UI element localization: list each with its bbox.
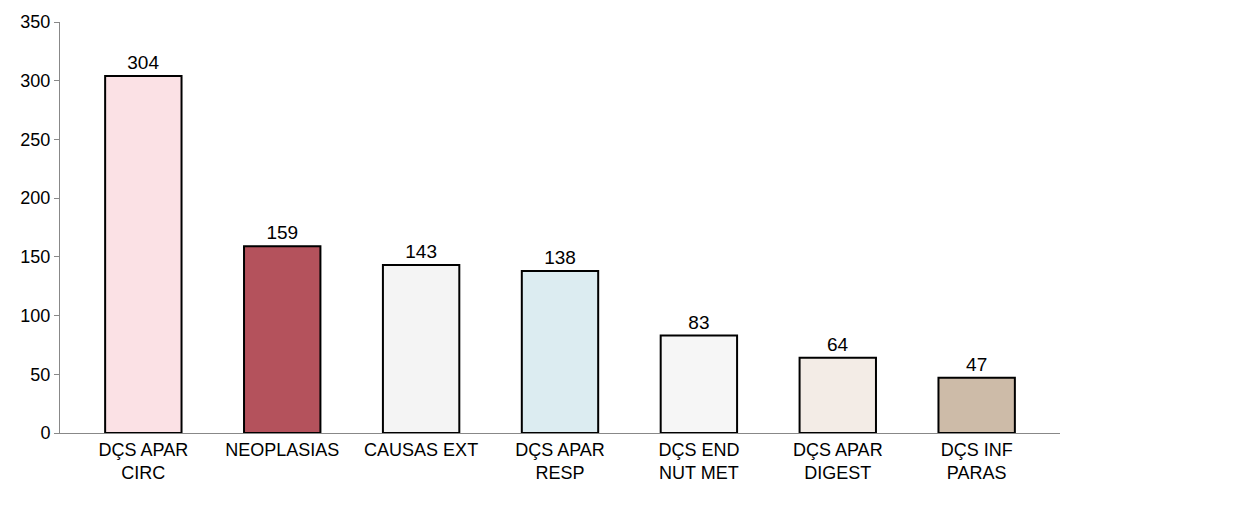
svg-text:159: 159 [266, 222, 298, 243]
svg-text:NEOPLASIAS: NEOPLASIAS [225, 440, 339, 460]
svg-text:64: 64 [827, 334, 849, 355]
svg-text:250: 250 [20, 130, 50, 150]
svg-text:DÇS APARCIRC: DÇS APARCIRC [98, 440, 188, 483]
svg-text:83: 83 [688, 312, 709, 333]
svg-text:DÇS APARDIGEST: DÇS APARDIGEST [793, 440, 883, 483]
svg-text:DÇS ENDNUT MET: DÇS ENDNUT MET [658, 440, 739, 483]
svg-text:47: 47 [966, 354, 987, 375]
svg-text:DÇS APARRESP: DÇS APARRESP [515, 440, 605, 483]
svg-text:350: 350 [20, 12, 50, 32]
svg-text:150: 150 [20, 247, 50, 267]
svg-text:100: 100 [20, 306, 50, 326]
svg-text:300: 300 [20, 71, 50, 91]
svg-text:143: 143 [405, 241, 437, 262]
svg-text:50: 50 [30, 365, 50, 385]
svg-text:200: 200 [20, 188, 50, 208]
svg-text:CAUSAS EXT: CAUSAS EXT [364, 440, 478, 460]
svg-text:0: 0 [40, 423, 50, 443]
svg-text:138: 138 [544, 247, 576, 268]
svg-text:304: 304 [127, 52, 159, 73]
svg-text:DÇS INFPARAS: DÇS INFPARAS [941, 440, 1013, 483]
